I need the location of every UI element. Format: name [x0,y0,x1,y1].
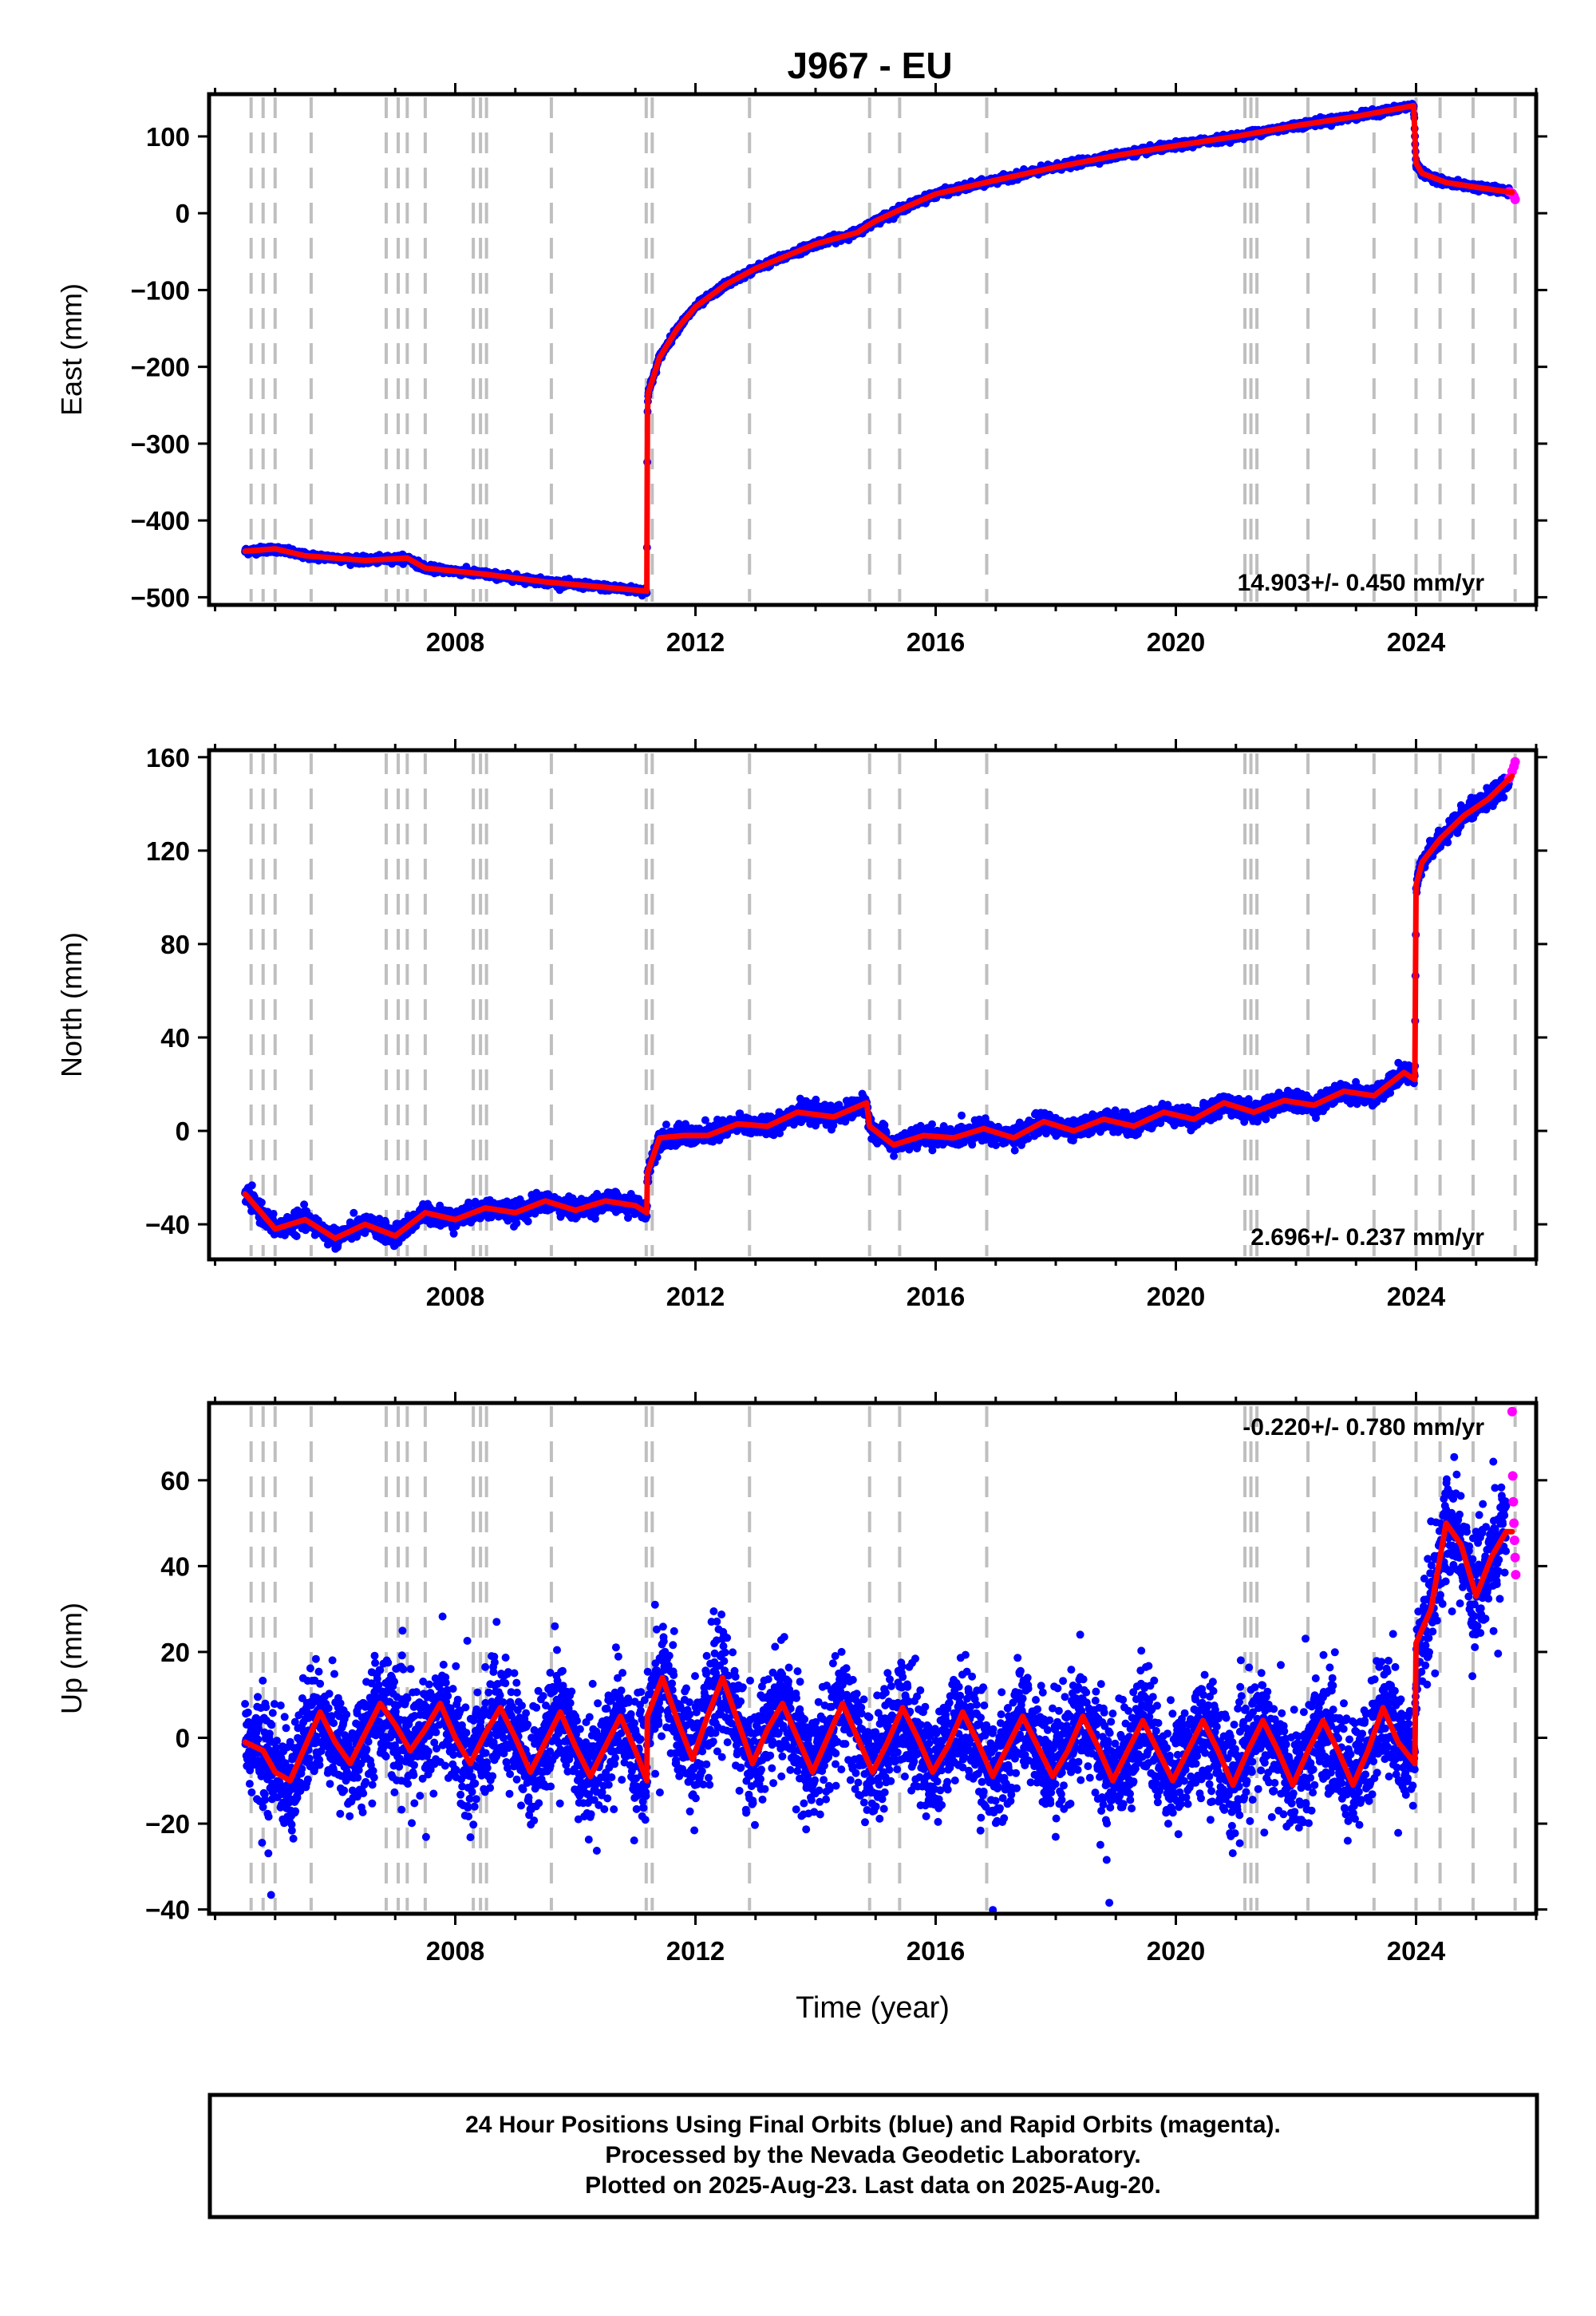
east-y-tick-label: 0 [176,199,190,228]
east-x-tick-label: 2008 [426,627,484,657]
north-panel: 2008 2012 2016 2020 2024−4004080120160North … [55,739,1547,1311]
east-x-tick-label: 2020 [1147,627,1205,657]
chart-title: J967 - EU [787,45,952,86]
east-y-tick-label: −400 [131,506,190,536]
east-y-tick-label: −500 [131,583,190,612]
east-x-tick-label: 2024 [1387,627,1446,657]
east-rapid-point [1510,194,1520,204]
east-y-tick-label: 100 [146,122,190,152]
east-y-tick-label: −100 [131,275,190,305]
east-model-line [242,102,1515,595]
east-y-tick-label: −200 [131,353,190,382]
north-final-point [269,1210,278,1218]
east-y-tick-label: −300 [131,429,190,459]
north-final-point [350,1208,358,1217]
east-x-tick-label: 2016 [907,627,965,657]
north-final-point [247,1181,256,1190]
north-series-final [241,773,1514,1253]
north-final-point [292,1232,301,1240]
east-series-final [241,100,1514,600]
east-y-axis-label: East (mm) [55,283,88,416]
east-x-tick-label: 2012 [666,627,725,657]
east-rate-label: 14.903+/- 0.450 mm/yr [1238,570,1485,596]
east-panel: 2008 2012 2016 2020 2024 −500 −400 −300 −200 −100… [55,83,1547,657]
north-final-point [257,1198,266,1207]
